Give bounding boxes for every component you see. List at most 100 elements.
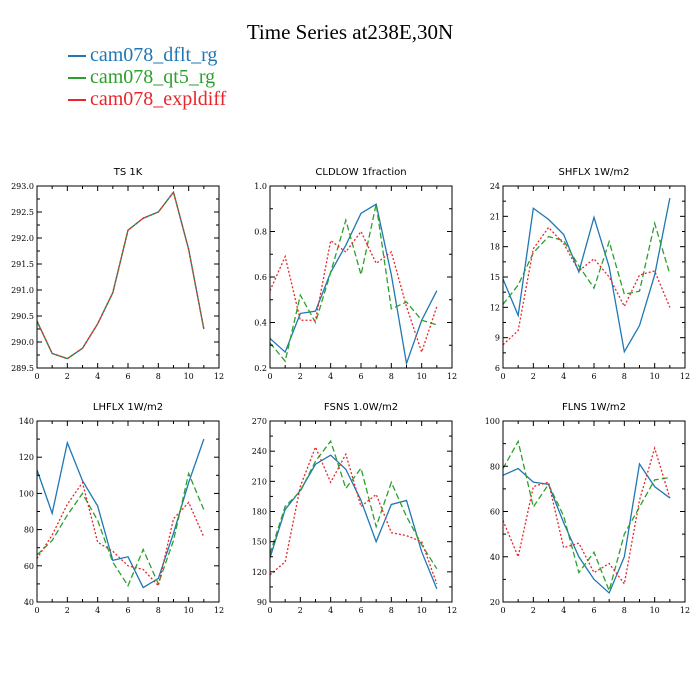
plot-frame bbox=[36, 420, 220, 603]
panel-title: CLDLOW 1fraction bbox=[315, 167, 406, 178]
x-tick-label: 2 bbox=[298, 372, 303, 381]
x-tick-label: 4 bbox=[95, 372, 100, 381]
x-tick-label: 6 bbox=[125, 372, 130, 381]
y-tick-label: 20 bbox=[490, 598, 500, 607]
y-tick-label: 291.5 bbox=[11, 260, 34, 269]
x-tick-label: 4 bbox=[561, 606, 566, 615]
y-tick-label: 40 bbox=[490, 553, 500, 562]
y-tick-label: 270 bbox=[252, 417, 267, 426]
x-tick-label: 12 bbox=[214, 372, 224, 381]
x-tick-label: 4 bbox=[328, 606, 333, 615]
series-line-cam078_qt5_rg bbox=[269, 439, 438, 570]
chart-panel-4: FSNS 1.0W/m2 0 2 4 6 8 10 12 90 120 150 180 210 240 27… bbox=[252, 402, 457, 615]
series-line-cam078_qt5_rg bbox=[36, 190, 205, 360]
y-tick-label: 180 bbox=[252, 508, 267, 517]
x-tick-label: 0 bbox=[34, 606, 39, 615]
y-tick-label: 12 bbox=[490, 303, 500, 312]
x-tick-label: 12 bbox=[447, 606, 457, 615]
y-tick-label: 293.0 bbox=[11, 182, 34, 191]
panel-title: SHFLX 1W/m2 bbox=[559, 167, 630, 178]
x-tick-label: 12 bbox=[680, 606, 690, 615]
panel-title: TS 1K bbox=[113, 167, 143, 178]
x-tick-label: 4 bbox=[95, 606, 100, 615]
x-tick-label: 12 bbox=[680, 372, 690, 381]
plot-frame bbox=[269, 420, 453, 603]
x-tick-label: 8 bbox=[622, 606, 627, 615]
y-tick-label: 210 bbox=[252, 477, 267, 486]
series-line-cam078_qt5_rg bbox=[36, 471, 205, 588]
legend-label: cam078_qt5_rg bbox=[90, 66, 216, 88]
x-tick-label: 2 bbox=[531, 606, 536, 615]
legend-swatch bbox=[68, 99, 86, 102]
y-tick-label: 150 bbox=[252, 538, 267, 547]
y-tick-label: 60 bbox=[24, 562, 34, 571]
series-line-cam078_dflt_rg bbox=[269, 454, 438, 590]
chart-panel-5: FLNS 1W/m2 0 2 4 6 8 10 12 20 40 60 80 100 bbox=[485, 402, 690, 615]
y-tick-label: 24 bbox=[490, 182, 500, 191]
legend-item-expldiff: cam078_expldiff bbox=[68, 88, 226, 112]
series-line-cam078_expldiff bbox=[36, 190, 205, 360]
x-tick-label: 2 bbox=[65, 606, 70, 615]
x-tick-label: 10 bbox=[650, 606, 660, 615]
x-tick-label: 6 bbox=[591, 372, 596, 381]
x-tick-label: 10 bbox=[184, 372, 194, 381]
y-tick-label: 120 bbox=[252, 568, 267, 577]
x-tick-label: 0 bbox=[500, 606, 505, 615]
y-tick-label: 0.6 bbox=[254, 273, 267, 282]
y-tick-label: 292.0 bbox=[11, 234, 34, 243]
x-tick-label: 4 bbox=[561, 372, 566, 381]
x-tick-label: 0 bbox=[34, 372, 39, 381]
series-line-cam078_expldiff bbox=[502, 226, 671, 346]
y-tick-label: 80 bbox=[490, 462, 500, 471]
y-tick-label: 60 bbox=[490, 508, 500, 517]
x-tick-label: 4 bbox=[328, 372, 333, 381]
y-tick-label: 100 bbox=[19, 489, 34, 498]
y-tick-label: 120 bbox=[19, 453, 34, 462]
panel-title: LHFLX 1W/m2 bbox=[93, 402, 163, 413]
x-tick-label: 2 bbox=[65, 372, 70, 381]
panel-title: FSNS 1.0W/m2 bbox=[324, 402, 398, 413]
y-tick-label: 140 bbox=[19, 417, 34, 426]
y-tick-label: 15 bbox=[490, 273, 500, 282]
legend-swatch bbox=[68, 77, 86, 80]
series-line-cam078_dflt_rg bbox=[502, 462, 671, 595]
x-tick-label: 8 bbox=[156, 372, 161, 381]
x-tick-label: 8 bbox=[389, 606, 394, 615]
series-line-cam078_expldiff bbox=[269, 445, 438, 585]
legend-label: cam078_expldiff bbox=[90, 88, 227, 110]
x-tick-label: 0 bbox=[267, 606, 272, 615]
y-tick-label: 6 bbox=[495, 364, 500, 373]
series-line-cam078_expldiff bbox=[269, 230, 438, 355]
chart-panel-0: TS 1K 0 2 4 6 8 10 12 289.5 290.0 290.5 291.0 291.5 2… bbox=[11, 167, 224, 381]
plot-frame bbox=[502, 420, 686, 603]
x-tick-label: 10 bbox=[650, 372, 660, 381]
y-tick-label: 289.5 bbox=[11, 364, 34, 373]
y-tick-label: 9 bbox=[495, 334, 500, 343]
x-tick-label: 10 bbox=[417, 372, 427, 381]
x-tick-label: 0 bbox=[267, 372, 272, 381]
x-tick-label: 0 bbox=[500, 372, 505, 381]
series-line-cam078_dflt_rg bbox=[36, 438, 205, 589]
y-tick-label: 1.0 bbox=[254, 182, 267, 191]
series-line-cam078_dflt_rg bbox=[36, 190, 205, 360]
y-tick-label: 0.4 bbox=[254, 319, 267, 328]
y-tick-label: 90 bbox=[257, 598, 267, 607]
chart-panel-3: LHFLX 1W/m2 0 2 4 6 8 10 12 40 60 80 100 120 140 bbox=[19, 402, 224, 615]
y-tick-label: 0.2 bbox=[254, 364, 267, 373]
x-tick-label: 2 bbox=[298, 606, 303, 615]
figure-title: Time Series at238E,30N bbox=[246, 20, 454, 44]
legend-item-dflt: cam078_dflt_rg bbox=[68, 44, 217, 68]
legend-label: cam078_dflt_rg bbox=[90, 44, 218, 66]
series-line-cam078_qt5_rg bbox=[502, 220, 671, 305]
x-tick-label: 8 bbox=[622, 372, 627, 381]
y-tick-label: 100 bbox=[485, 417, 500, 426]
panel-title: FLNS 1W/m2 bbox=[562, 402, 626, 413]
x-tick-label: 6 bbox=[125, 606, 130, 615]
y-tick-label: 292.5 bbox=[11, 208, 34, 217]
x-tick-label: 6 bbox=[358, 372, 363, 381]
series-line-cam078_qt5_rg bbox=[269, 204, 438, 363]
plot-frame bbox=[36, 185, 220, 369]
series-line-cam078_expldiff bbox=[36, 481, 205, 588]
y-tick-label: 21 bbox=[490, 212, 500, 221]
